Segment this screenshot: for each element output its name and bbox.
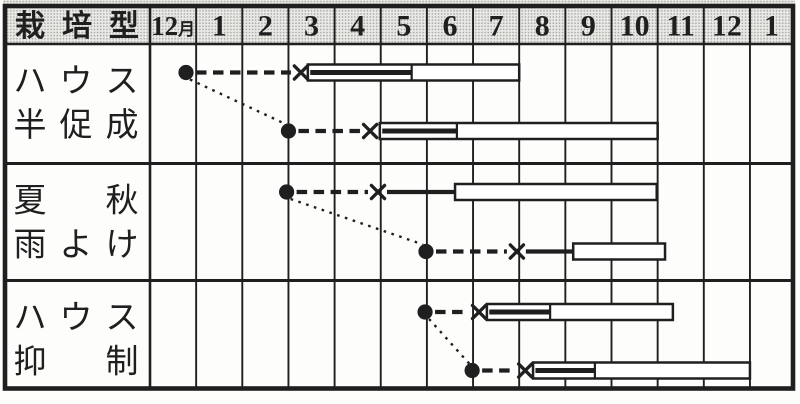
row-label: ハ [14,299,47,336]
row-label: 抑 [14,343,47,380]
harvest-bar-stripe [489,309,551,315]
month-label: 12月 [151,11,195,41]
row-label: ウ [60,299,93,336]
row-label: ス [106,62,139,99]
transplant-marker [361,122,379,140]
month-label: 2 [258,10,273,43]
month-label: 4 [350,10,365,43]
month-label: 9 [581,10,596,43]
table-border [2,3,796,391]
row-label: け [106,226,139,263]
month-label: 1 [212,10,227,43]
row-label: 成 [106,106,139,143]
month-label: 6 [442,10,457,43]
sow-marker [178,64,194,81]
sow-marker [464,362,480,379]
harvest-bar [378,121,659,141]
row-label: 半 [14,106,47,143]
transplant-marker [292,64,310,81]
transplant-marker [369,183,387,201]
sow-marker [279,184,295,200]
harvest-bar [531,361,752,380]
harvest-bar-stripe [310,70,412,75]
row-label: 制 [106,343,139,380]
nursery-shift-dotted-line [428,318,471,365]
month-label: 5 [396,10,411,43]
row-header-label: 培 [62,9,92,43]
month-label: 11 [667,10,695,43]
sow-marker [280,123,297,139]
row-header-label: 型 [109,10,139,43]
month-label: 7 [489,10,504,43]
row-label: ハ [14,62,47,99]
sow-marker [417,304,433,320]
row-label: ウ [60,62,93,99]
transplant-marker [508,243,526,260]
harvest-bar-stripe [382,128,457,134]
row-label: 雨 [14,226,47,263]
sow-marker [418,243,434,260]
harvest-bar [306,63,521,82]
harvest-bar-stripe [535,368,595,373]
transplant-marker [470,303,488,321]
month-label: 1 [764,10,779,43]
row-label: ス [106,299,139,336]
month-label: 3 [304,10,319,43]
nursery-shift-dotted-line [189,78,286,126]
row-label: 夏 [14,182,47,219]
transplant-marker [516,362,534,379]
row-header-label: 栽 [15,10,45,43]
month-label: 12 [712,10,742,43]
harvest-bar [571,242,667,261]
month-label: 10 [620,10,650,43]
month-label: 8 [535,10,550,43]
row-label: 促 [60,106,93,143]
harvest-bar [485,302,675,322]
harvest-bar [453,182,658,202]
row-label: よ [60,226,93,263]
nursery-shift-dotted-line [290,197,424,246]
row-label: 秋 [106,182,139,219]
